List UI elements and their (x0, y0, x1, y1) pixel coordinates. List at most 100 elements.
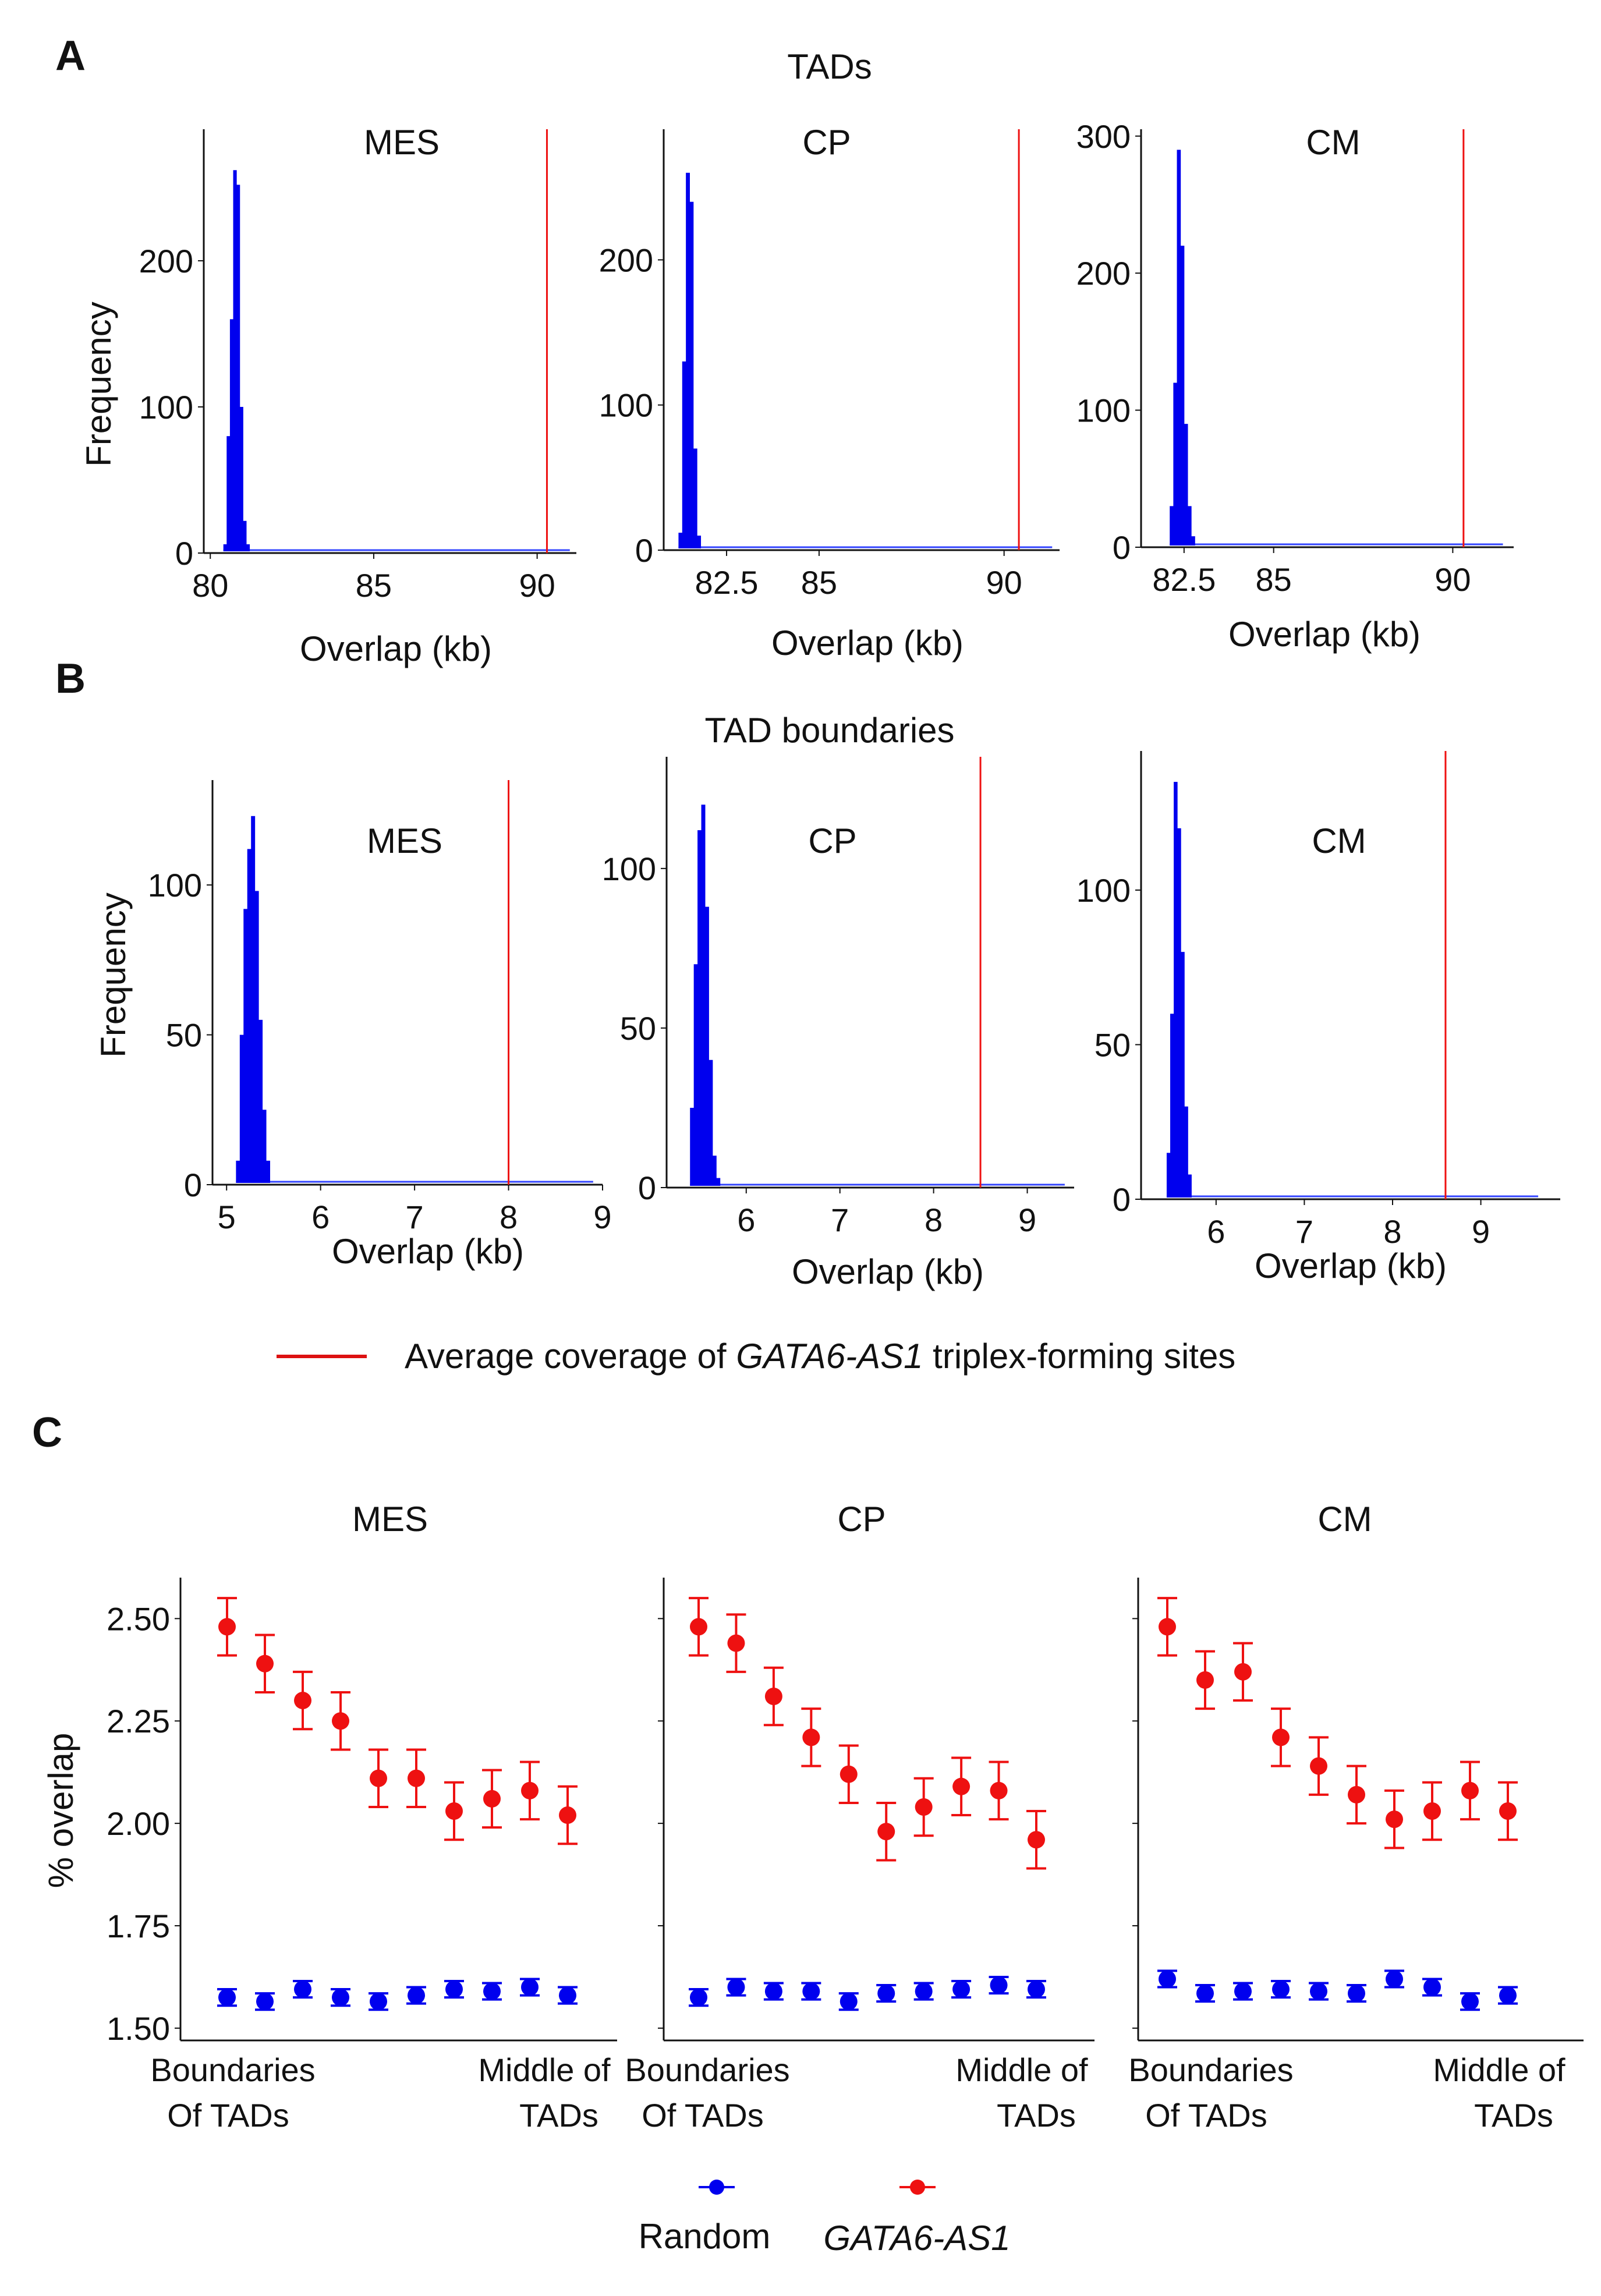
histogram-bar (1170, 506, 1174, 545)
data-point (802, 1982, 820, 2000)
x-tick-label: 90 (986, 564, 1022, 601)
histogram-bar (712, 1156, 717, 1186)
y-tick-label: 2.25 (107, 1703, 170, 1739)
y-tick-label: 0 (1113, 529, 1131, 566)
histogram-bar (1173, 382, 1178, 545)
y-tick-label: 0 (184, 1167, 202, 1203)
data-point (1028, 1980, 1045, 1999)
y-tick-label: 0 (175, 535, 193, 572)
x-tick-label: 7 (406, 1199, 424, 1235)
x-label-middle: Middle of (955, 2051, 1088, 2088)
chart-title: CM (1312, 821, 1366, 860)
legend-reference-prefix: Average coverage of (405, 1337, 736, 1376)
y-tick-label: 1.75 (107, 1908, 170, 1944)
data-point (1159, 1970, 1176, 1988)
data-point (990, 1781, 1008, 1799)
legend-gata-swatch-dot (910, 2180, 925, 2195)
y-tick-label: 50 (1095, 1026, 1131, 1063)
data-point (1423, 1978, 1441, 1996)
histogram-bar (1181, 952, 1185, 1197)
histogram-bar (716, 1178, 721, 1186)
data-point (332, 1712, 349, 1730)
x-label-boundaries: Boundaries (150, 2051, 315, 2088)
y-axis-title: Frequency (79, 302, 118, 466)
x-tick-label: 5 (218, 1199, 236, 1235)
data-point (1348, 1985, 1365, 2003)
histogram-bar (258, 1019, 263, 1183)
histogram-bar (1191, 536, 1195, 545)
x-axis-title: Overlap (kb) (300, 629, 492, 668)
x-axis-title: Overlap (kb) (332, 1232, 524, 1271)
data-point (408, 1769, 425, 1787)
chart-pos_mes: MES 1.50 1.75 2.00 2.25 2.50 % overlap Boundari… (41, 1500, 617, 2134)
data-point (218, 1618, 236, 1636)
histogram-bar (1180, 246, 1185, 545)
histogram-bar (709, 1060, 713, 1186)
data-point (727, 1978, 745, 1996)
section-title-tads: TADs (787, 47, 872, 86)
legend-reference-suffix: triplex-forming sites (923, 1337, 1236, 1376)
y-tick-label: 200 (1076, 255, 1131, 292)
data-point (559, 1806, 576, 1824)
histogram-bar (243, 909, 248, 1183)
panel-letter-a: A (55, 33, 86, 79)
data-point (408, 1986, 425, 2004)
chart-title: CP (802, 123, 851, 162)
histogram-bar (686, 172, 690, 548)
x-tick-label: 85 (1256, 561, 1292, 598)
data-point (256, 1654, 274, 1673)
y-tick-label: 50 (166, 1017, 202, 1054)
data-point (802, 1728, 820, 1746)
histogram-bar (254, 891, 259, 1183)
data-point (370, 1769, 387, 1787)
histogram-bar (236, 185, 240, 552)
histogram-bar (1188, 506, 1192, 545)
y-tick-label: 50 (620, 1010, 656, 1047)
chart-title: MES (367, 821, 442, 860)
y-tick-label: 100 (148, 867, 202, 903)
x-tick-label: 6 (311, 1199, 330, 1235)
histogram-bar (233, 170, 237, 551)
histogram-bar (678, 533, 683, 548)
legend-panel-c: Random GATA6-AS1 (639, 2180, 1011, 2258)
histogram-bar (690, 1107, 695, 1186)
data-point (840, 1765, 858, 1783)
y-tick-label: 100 (1076, 392, 1131, 429)
histogram-bar (697, 536, 702, 548)
histogram-bar (693, 964, 698, 1186)
y-tick-label: 100 (139, 389, 193, 426)
histogram-bar (682, 361, 686, 548)
x-tick-label: 9 (593, 1199, 611, 1235)
x-tick-label: 8 (1383, 1213, 1401, 1250)
data-point (1310, 1982, 1327, 2000)
chart-title: CM (1306, 123, 1360, 162)
data-point (915, 1982, 933, 2000)
x-label-middle: Middle of (478, 2051, 611, 2088)
chart-title: CP (808, 821, 856, 860)
data-point (1272, 1980, 1290, 1999)
x-tick-label: 82.5 (695, 564, 759, 601)
x-axis-title: Overlap (kb) (771, 623, 964, 662)
x-tick-label: 90 (519, 567, 555, 604)
data-point (1499, 1986, 1517, 2004)
y-axis-title: % overlap (41, 1733, 80, 1888)
chart-pos_cm: CM Boundaries Of TADs Middle of TADs (1128, 1500, 1584, 2134)
data-point (915, 1798, 933, 1816)
y-tick-label: 200 (599, 242, 653, 278)
y-tick-label: 2.00 (107, 1805, 170, 1842)
data-point (1234, 1663, 1252, 1681)
x-tick-label: 85 (801, 564, 837, 601)
data-point (483, 1790, 501, 1808)
data-point (559, 1986, 576, 2004)
data-point (1159, 1618, 1176, 1636)
chart-pos_cp: CP Boundaries Of TADs Middle of TADs (625, 1500, 1095, 2134)
data-point (483, 1982, 501, 2000)
x-label-boundaries: Boundaries (625, 2051, 789, 2088)
histogram-bar (704, 906, 709, 1186)
data-point (1386, 1810, 1403, 1829)
histogram-bar (697, 830, 702, 1186)
x-label-boundaries: Boundaries (1128, 2051, 1293, 2088)
y-tick-label: 100 (602, 851, 656, 887)
chart-title: CM (1317, 1500, 1372, 1539)
